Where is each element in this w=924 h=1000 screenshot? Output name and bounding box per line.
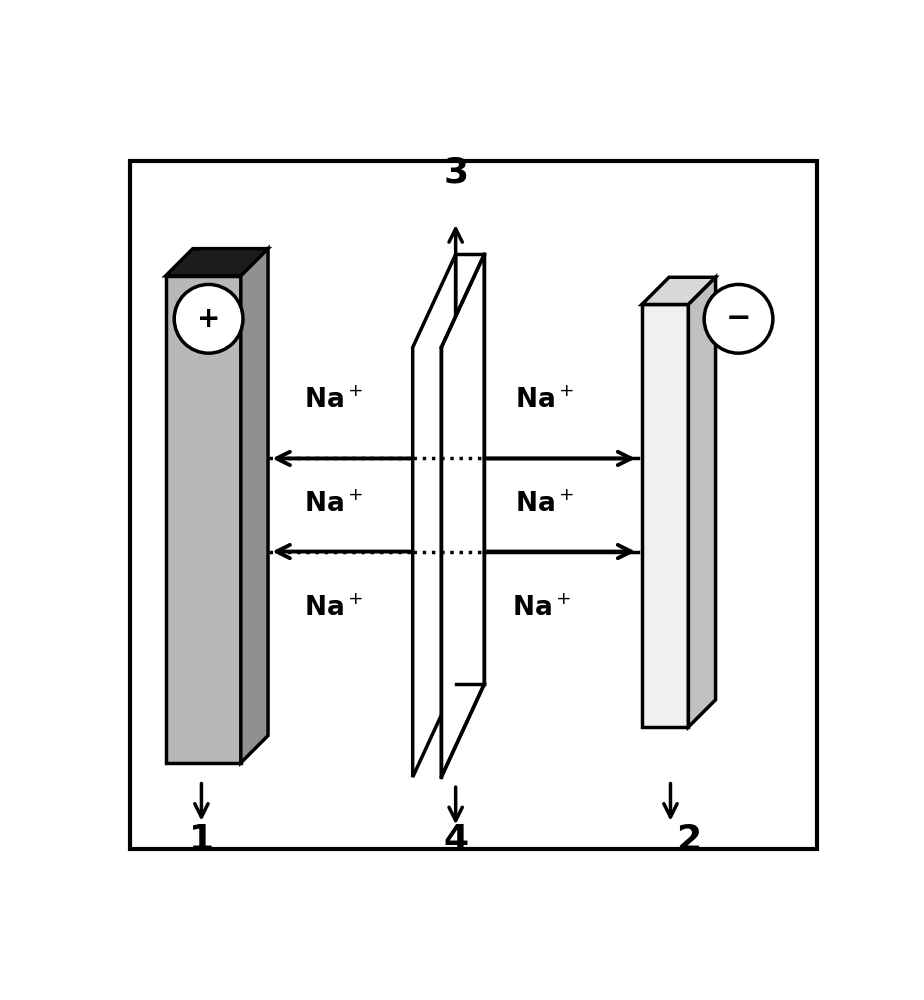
Text: Na$^+$: Na$^+$ [304,492,363,518]
Text: Na$^+$: Na$^+$ [304,596,363,622]
Polygon shape [642,277,715,304]
Text: −: − [725,304,751,333]
Circle shape [704,284,772,353]
Text: Na$^+$: Na$^+$ [512,596,571,622]
Polygon shape [413,254,456,777]
Polygon shape [165,249,268,276]
Text: 2: 2 [675,823,701,857]
Text: +: + [197,305,220,333]
Circle shape [175,284,243,353]
Text: 4: 4 [444,823,468,857]
Text: Na$^+$: Na$^+$ [304,388,363,414]
Polygon shape [642,304,688,727]
Polygon shape [442,254,484,777]
Text: 3: 3 [444,155,468,189]
Text: Na$^+$: Na$^+$ [516,388,575,414]
Text: Na$^+$: Na$^+$ [516,492,575,518]
FancyBboxPatch shape [129,161,818,849]
Polygon shape [165,276,241,763]
Polygon shape [241,249,268,763]
Polygon shape [688,277,715,727]
Text: 1: 1 [188,823,214,857]
